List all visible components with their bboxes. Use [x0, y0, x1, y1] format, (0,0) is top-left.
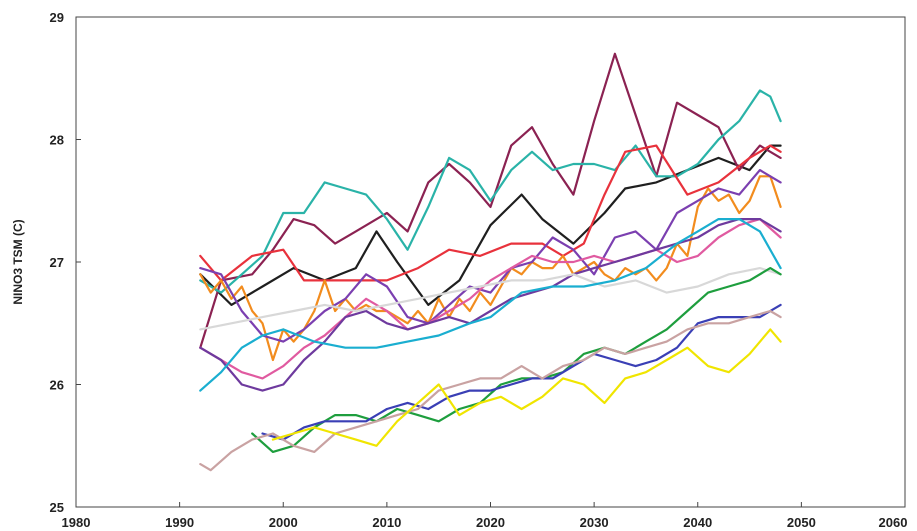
y-tick-label: 29: [50, 10, 64, 25]
x-tick-label: 2040: [683, 515, 712, 530]
series-line-4: [199, 144, 782, 282]
y-tick-label: 26: [50, 378, 64, 393]
series-line-9: [199, 267, 782, 331]
series-line-8: [199, 218, 782, 392]
series-line-10: [199, 218, 782, 392]
y-tick-label: 27: [50, 255, 64, 270]
x-tick-label: 2060: [879, 515, 908, 530]
y-axis: 25 26 27 28 29: [50, 10, 81, 515]
y-tick-label: 28: [50, 133, 64, 148]
x-tick-label: 1990: [165, 515, 194, 530]
series-line-14: [271, 328, 782, 447]
x-tick-label: 2010: [372, 515, 401, 530]
x-tick-label: 2030: [580, 515, 609, 530]
series-line-1: [199, 144, 782, 306]
series-line-3: [199, 89, 782, 294]
x-tick-label: 2050: [787, 515, 816, 530]
x-tick-label: 2020: [476, 515, 505, 530]
x-axis: 1980 1990 2000 2010 2020 2030 2040 2050 2060: [62, 502, 908, 530]
plot-frame: [75, 16, 906, 508]
series-line-5: [199, 175, 782, 362]
series-line-2: [199, 52, 782, 349]
series-line-13: [199, 309, 782, 472]
y-axis-label: NINO3 TSM (C): [11, 219, 25, 304]
y-tick-label: 25: [50, 500, 64, 515]
series-line-7: [199, 218, 782, 380]
series-line-6: [199, 169, 782, 343]
x-tick-label: 1980: [62, 515, 91, 530]
series-line-11: [251, 267, 782, 453]
series-layer: [199, 52, 782, 472]
x-tick-label: 2000: [269, 515, 298, 530]
